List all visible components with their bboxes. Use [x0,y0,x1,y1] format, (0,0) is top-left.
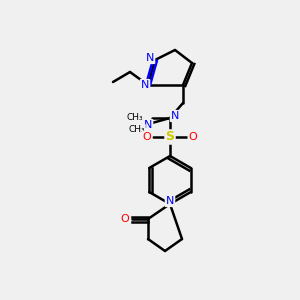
Text: S: S [166,130,175,143]
Text: N: N [146,53,154,63]
Text: O: O [142,132,152,142]
Text: N: N [141,80,149,90]
Text: CH₃: CH₃ [126,112,143,122]
Text: N: N [171,111,179,121]
Text: CH₃: CH₃ [129,124,145,134]
Text: N: N [144,120,152,130]
Text: O: O [121,214,129,224]
Text: O: O [189,132,197,142]
Text: N: N [166,196,174,206]
